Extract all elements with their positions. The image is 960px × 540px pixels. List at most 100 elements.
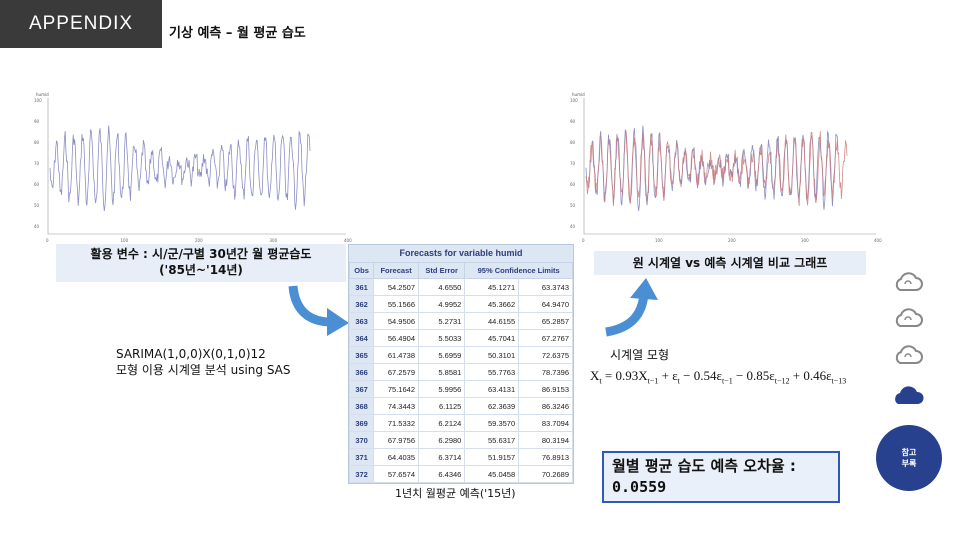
ytick-label: 80 — [34, 140, 40, 145]
ytick-label: 90 — [570, 119, 576, 124]
table-cell: 67.2767 — [518, 329, 573, 347]
left-ylabel: humid — [36, 92, 49, 97]
xtick-label: 0 — [582, 238, 585, 243]
table-cell: 64.4035 — [373, 448, 419, 466]
table-row: 365 61.4738 5.6959 50.3101 72.6375 — [348, 346, 573, 364]
left-caption: 활용 변수 : 시/군/구별 30년간 월 평균습도 ('85년~'14년) — [56, 244, 346, 282]
table-cell: 4.9952 — [417, 295, 466, 313]
table-cell: 362 — [348, 295, 375, 313]
ytick-label: 50 — [570, 203, 576, 208]
table-cell: 86.9153 — [518, 380, 573, 398]
table-row: 372 57.6574 6.4346 45.0458 70.2689 — [348, 465, 573, 483]
forecast-table: Forecasts for variable humid Obs Forecas… — [348, 244, 574, 484]
model-formula: Xt = 0.93Xt−1 + εt − 0.54εt−1 − 0.85εt−1… — [590, 368, 847, 386]
xtick-label: 100 — [121, 238, 129, 243]
ytick-label: 90 — [34, 119, 40, 124]
table-cell: 368 — [348, 397, 375, 415]
table-cell: 5.8581 — [417, 363, 466, 381]
table-cell: 5.6959 — [417, 346, 466, 364]
table-cell: 55.7763 — [464, 363, 520, 381]
ref-line1: 참고 — [901, 448, 917, 457]
table-cell: 6.1125 — [417, 397, 466, 415]
table-cell: 74.3443 — [373, 397, 419, 415]
table-cell: 6.4346 — [417, 465, 466, 483]
table-cell: 54.9506 — [373, 312, 419, 330]
table-row: 361 54.2507 4.6550 45.1271 63.3743 — [348, 278, 573, 296]
right-xtick-group: 0 100 200 300 400 — [582, 238, 882, 243]
table-cell: 63.3743 — [518, 278, 573, 296]
table-row: 369 71.5332 6.2124 59.3570 83.7094 — [348, 414, 573, 432]
curved-arrow-icon — [605, 278, 658, 337]
table-cell: 57.6574 — [373, 465, 419, 483]
table-cell: 67.9756 — [373, 431, 419, 449]
table-cell: 55.6317 — [464, 431, 520, 449]
error-rate-label: 월별 평균 습도 예측 오차율 : — [612, 457, 796, 475]
table-row: 370 67.9756 6.2980 55.6317 80.3194 — [348, 431, 573, 449]
table-cell: 70.2689 — [518, 465, 573, 483]
table-cell: 366 — [348, 363, 375, 381]
cloud-outline-icon[interactable] — [892, 306, 924, 334]
right-ytick-group: 100 90 80 70 60 50 40 — [570, 98, 578, 229]
ytick-label: 70 — [570, 161, 576, 166]
table-cell: 44.6155 — [464, 312, 520, 330]
left-caption-line1: 활용 변수 : 시/군/구별 30년간 월 평균습도 — [90, 247, 312, 261]
table-cell: 372 — [348, 465, 375, 483]
original-series-chart: humid 100 90 80 70 60 50 40 0 100 200 300 400 — [30, 88, 352, 244]
table-cell: 71.5332 — [373, 414, 419, 432]
table-cell: 45.1271 — [464, 278, 520, 296]
table-cell: 6.2124 — [417, 414, 466, 432]
table-cell: 367 — [348, 380, 375, 398]
table-row: 371 64.4035 6.3714 51.9157 76.8913 — [348, 448, 573, 466]
table-cell: 371 — [348, 448, 375, 466]
table-cell: 67.2579 — [373, 363, 419, 381]
xtick-label: 100 — [655, 238, 663, 243]
table-cell: 6.3714 — [417, 448, 466, 466]
table-cell: 51.9157 — [464, 448, 520, 466]
original-series-line — [49, 125, 311, 212]
cloud-outline-icon[interactable] — [892, 270, 924, 298]
table-row: 368 74.3443 6.1125 62.3639 86.3246 — [348, 397, 573, 415]
table-cell: 5.9956 — [417, 380, 466, 398]
xtick-label: 300 — [801, 238, 809, 243]
left-caption-line2: ('85년~'14년) — [159, 263, 243, 277]
xtick-label: 400 — [344, 238, 352, 243]
table-cell: 45.7041 — [464, 329, 520, 347]
xtick-label: 400 — [874, 238, 882, 243]
table-cell: 54.2507 — [373, 278, 419, 296]
table-cell: 78.7396 — [518, 363, 573, 381]
model-line2: 모형 이용 시계열 분석 using SAS — [116, 363, 291, 377]
ytick-label: 60 — [34, 182, 40, 187]
left-ytick-group: 100 90 80 70 60 50 40 — [34, 98, 42, 229]
right-caption: 원 시계열 vs 예측 시계열 비교 그래프 — [594, 251, 866, 275]
table-cell: 86.3246 — [518, 397, 573, 415]
cloud-outline-icon[interactable] — [892, 343, 924, 371]
table-cell: 61.4738 — [373, 346, 419, 364]
table-cell: 83.7094 — [518, 414, 573, 432]
table-cell: 5.2731 — [417, 312, 466, 330]
table-cell: 56.4904 — [373, 329, 419, 347]
slide-title: 기상 예측 – 월 평균 습도 — [169, 26, 306, 41]
ref-line2: 부록 — [901, 459, 917, 468]
table-header-std-error: Std Error — [417, 262, 466, 279]
table-cell: 365 — [348, 346, 375, 364]
table-cell: 65.2857 — [518, 312, 573, 330]
table-header-confidence: 95% Confidence Limits — [464, 262, 573, 279]
appendix-badge: APPENDIX — [0, 0, 162, 48]
error-rate-box: 월별 평균 습도 예측 오차율 : 0.0559 — [602, 451, 840, 503]
ytick-label: 60 — [570, 182, 576, 187]
table-row: 363 54.9506 5.2731 44.6155 65.2857 — [348, 312, 573, 330]
ytick-label: 50 — [34, 203, 40, 208]
table-cell: 59.3570 — [464, 414, 520, 432]
model-line1: SARIMA(1,0,0)X(0,1,0)12 — [116, 347, 266, 361]
cloud-filled-icon[interactable] — [892, 384, 924, 412]
right-ylabel: humid — [572, 92, 585, 97]
table-cell: 50.3101 — [464, 346, 520, 364]
table-row: 362 55.1566 4.9952 45.3662 64.9470 — [348, 295, 573, 313]
table-header-forecast: Forecast — [373, 262, 419, 279]
ytick-label: 100 — [34, 98, 42, 103]
table-header-obs: Obs — [348, 262, 375, 279]
xtick-label: 200 — [195, 238, 203, 243]
appendix-reference-button[interactable]: 참고 부록 — [876, 425, 942, 491]
xtick-label: 0 — [46, 238, 49, 243]
ytick-label: 40 — [570, 224, 576, 229]
